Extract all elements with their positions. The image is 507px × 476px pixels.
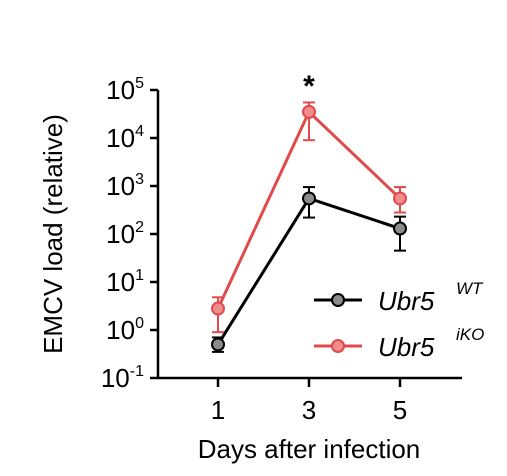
series-line — [216, 196, 401, 346]
legend-label-superscript: iKO — [456, 325, 484, 344]
legend-entry-iko: Ubr5 iKO — [314, 325, 484, 362]
legend-marker — [331, 293, 345, 307]
legend-label: Ubr5 — [378, 332, 435, 362]
legend-label-superscript: WT — [456, 279, 484, 298]
y-tick-label: 105 — [106, 75, 144, 105]
legend-marker — [331, 339, 345, 353]
data-point — [393, 221, 407, 236]
legend: Ubr5 WT Ubr5 iKO — [314, 279, 484, 362]
data-point — [211, 301, 225, 316]
annotation-layer: * — [303, 70, 315, 103]
x-tick-label: 1 — [211, 395, 225, 425]
data-point — [211, 337, 225, 352]
y-tick-label: 102 — [106, 219, 144, 249]
data-point — [393, 191, 407, 206]
y-axis-title: EMCV load (relative) — [38, 114, 68, 354]
x-tick-label: 3 — [302, 395, 316, 425]
y-ticks: 10-1 100 101 102 103 104 105 — [101, 75, 158, 393]
series-wt — [211, 186, 407, 353]
y-tick-label: 101 — [106, 267, 144, 297]
y-tick-label: 104 — [106, 123, 144, 153]
y-tick-label: 100 — [106, 315, 144, 345]
data-point — [302, 104, 316, 119]
y-tick-label: 103 — [106, 171, 144, 201]
x-tick-label: 5 — [393, 395, 407, 425]
legend-label: Ubr5 — [378, 286, 435, 316]
x-axis-title: Days after infection — [198, 434, 421, 464]
x-ticks: 1 3 5 — [211, 378, 407, 425]
legend-entry-wt: Ubr5 WT — [314, 279, 484, 316]
series-layer — [211, 101, 407, 353]
series-iko — [211, 101, 407, 334]
significance-asterisk: * — [303, 70, 315, 103]
y-tick-label: 10-1 — [101, 363, 144, 393]
data-point — [302, 191, 316, 206]
